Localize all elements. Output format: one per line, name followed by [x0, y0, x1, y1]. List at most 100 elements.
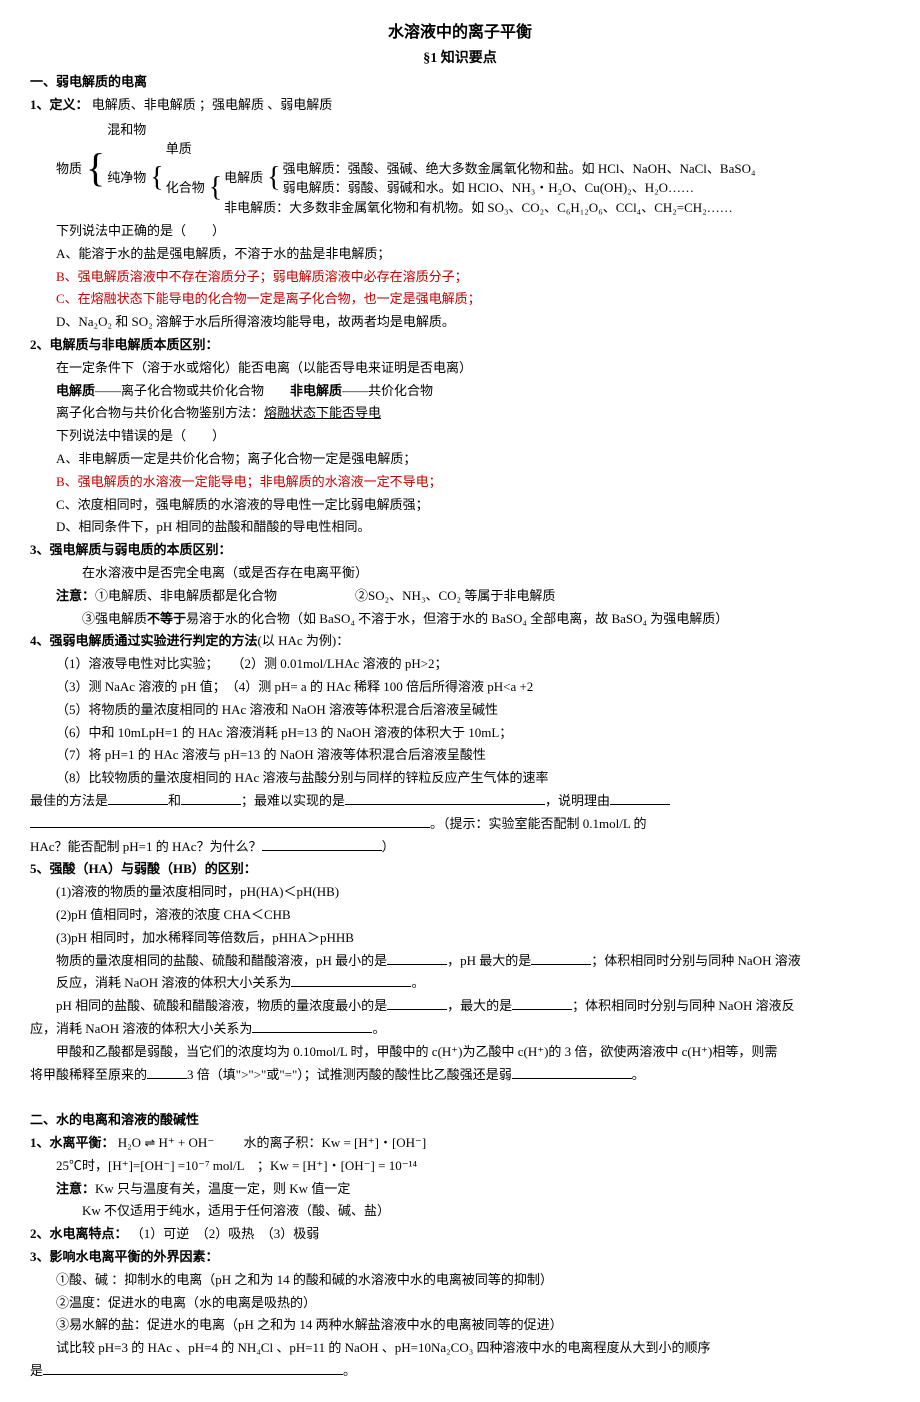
- s2-p3-2: ②温度：促进水的电离（水的电离是吸热的）: [30, 1293, 890, 1314]
- p4-3: （3）测 NaAc 溶液的 pH 值； （4）测 pH= a 的 HAc 稀释 …: [30, 677, 890, 698]
- p3-l2: 注意：①电解质、非电解质都是化合物 ②SO₂、NH₃、CO₂ 等属于非电解质: [30, 586, 890, 607]
- def-text: 电解质、非电解质 ；强电解质 、弱电解质: [92, 97, 333, 112]
- p5-3: (3)pH 相同时，加水稀释同等倍数后，pHHA＞pHHB: [30, 928, 890, 949]
- page-subtitle: §1 知识要点: [30, 48, 890, 70]
- p5-q2c: ；体积相同时分别与同种 NaOH 溶液反: [572, 998, 794, 1013]
- p5-1: (1)溶液的物质的量浓度相同时，pH(HA)＜pH(HB): [30, 882, 890, 903]
- s2-p3-3: ③易水解的盐：促进水的电离（pH 之和为 14 两种水解盐溶液中水的电离被同等的…: [30, 1315, 890, 1336]
- p5-q2: pH 相同的盐酸、硫酸和醋酸溶液，物质的量浓度最小的是，最大的是；体积相同时分别…: [30, 996, 890, 1017]
- tree-pure: 纯净物: [107, 139, 148, 217]
- p5-q2e: 。: [372, 1021, 385, 1036]
- q1-b: B、强电解质溶液中不存在溶质分子；弱电解质溶液中必存在溶质分子；: [30, 267, 890, 288]
- s2-p2-text: （1）可逆 （2）吸热 （3）极弱: [131, 1226, 320, 1241]
- p4-1: （1）溶液导电性对比实验； （2）测 0.01mol/LHAc 溶液的 pH>2…: [30, 654, 890, 675]
- p2-l3b: 熔融状态下能否导电: [264, 405, 381, 420]
- q1-c: C、在熔融状态下能导电的化合物一定是离子化合物，也一定是强电解质；: [30, 289, 890, 310]
- p5-2: (2)pH 值相同时，溶液的浓度 CHA＜CHB: [30, 905, 890, 926]
- blank[interactable]: [181, 791, 241, 805]
- p4-best3: ；最难以实现的是: [241, 793, 345, 808]
- tree-strong: 强电解质：强酸、强碱、绝大多数金属氧化物和盐。如 HCl、NaOH、NaCl、B…: [283, 159, 756, 179]
- brace-icon: {: [150, 139, 163, 217]
- p2-l3: 离子化合物与共价化合物鉴别方法：熔融状态下能否导电: [30, 403, 890, 424]
- blank[interactable]: [610, 791, 670, 805]
- blank[interactable]: [531, 951, 591, 965]
- p2-l2b: ——离子化合物或共价化合物: [95, 383, 290, 398]
- tree-mix: 混和物: [107, 120, 755, 140]
- s2-p3-1: ①酸、碱 ：抑制水的电离（pH 之和为 14 的酸和碱的水溶液中水的电离被同等的…: [30, 1270, 890, 1291]
- blank[interactable]: [30, 814, 430, 828]
- p4-best4: ，说明理由: [545, 793, 610, 808]
- s2-p2-label: 2、水电离特点：: [30, 1226, 128, 1241]
- q1-intro: 下列说法中正确的是（ ）: [30, 221, 890, 242]
- tree-root: 物质: [56, 120, 84, 218]
- p4-best1: 最佳的方法是: [30, 793, 108, 808]
- p2-label: 2、电解质与非电解质本质区别：: [30, 335, 890, 356]
- p4-best: 最佳的方法是和；最难以实现的是，说明理由: [30, 791, 890, 812]
- p3-label: 3、强电解质与弱电质的本质区别：: [30, 540, 890, 561]
- p3-l2b: ①电解质、非电解质都是化合物 ②SO₂、NH₃、CO₂ 等属于非电解质: [95, 588, 555, 603]
- q2-intro: 下列说法中错误的是（ ）: [30, 426, 890, 447]
- p5-q3b-text: 将甲酸稀释至原来的: [30, 1067, 147, 1082]
- p2-l3a: 离子化合物与共价化合物鉴别方法：: [56, 405, 264, 420]
- blank[interactable]: [345, 791, 545, 805]
- classification-tree: 物质 { 混和物 纯净物 { 单质 化合物 { 电解质 {: [56, 120, 890, 218]
- section-1-head: 一、弱电解质的电离: [30, 72, 890, 93]
- p4-best5: 。（提示：实验室能否配制 0.1mol/L 的: [430, 816, 647, 831]
- p5-q1: 物质的量浓度相同的盐酸、硫酸和醋酸溶液，pH 最小的是，pH 最大的是；体积相同…: [30, 951, 890, 972]
- blank[interactable]: [262, 837, 382, 851]
- s2-p3-qc: 。: [343, 1363, 356, 1378]
- s2-p1: 1、水离平衡： H₂O ⇌ H⁺ + OH⁻ 水的离子积：Kw = [H⁺]・[…: [30, 1133, 890, 1154]
- s2-p1-l3: 注意：Kw 只与温度有关，温度一定，则 Kw 值一定: [30, 1179, 890, 1200]
- blank[interactable]: [387, 951, 447, 965]
- p5-q2d: 应，消耗 NaOH 溶液的体积大小关系为 。: [30, 1019, 890, 1040]
- s2-p1-l2: 25℃时，[H⁺]=[OH⁻] =10⁻⁷ mol/L ；Kw = [H⁺]・[…: [30, 1156, 890, 1177]
- p4-7: （7）将 pH=1 的 HAc 溶液与 pH=13 的 NaOH 溶液等体积混合…: [30, 745, 890, 766]
- p2-l2a: 电解质: [56, 383, 95, 398]
- tree-compound: 化合物: [166, 159, 207, 218]
- s2-p3-qb-text: 是: [30, 1363, 43, 1378]
- tree-simple: 单质: [166, 139, 756, 159]
- p5-q3d: 。: [632, 1067, 645, 1082]
- s2-p1-l4: Kw 不仅适用于纯水，适用于任何溶液（酸、碱、盐）: [30, 1201, 890, 1222]
- blank[interactable]: [252, 1019, 372, 1033]
- section-2-head: 二、水的电离和溶液的酸碱性: [30, 1110, 890, 1131]
- p5-q1a: 物质的量浓度相同的盐酸、硫酸和醋酸溶液，pH 最小的是: [56, 953, 387, 968]
- p5-q3c: 3 倍（填">">"或"="）；试推测丙酸的酸性比乙酸强还是弱: [187, 1067, 512, 1082]
- s2-p1-label: 1、水离平衡：: [30, 1135, 115, 1150]
- q2-c: C、浓度相同时，强电解质的水溶液的导电性一定比弱电解质强；: [30, 495, 890, 516]
- blank[interactable]: [108, 791, 168, 805]
- def-label: 1、定义：: [30, 97, 89, 112]
- p5-q3a: 甲酸和乙酸都是弱酸，当它们的浓度均为 0.10mol/L 时，甲酸中的 c(H⁺…: [30, 1042, 890, 1063]
- p3-l1: 在水溶液中是否完全电离（或是否存在电离平衡）: [30, 563, 890, 584]
- blank[interactable]: [512, 996, 572, 1010]
- p3-l3a: ③强电解质: [82, 611, 147, 626]
- p4-5: （5）将物质的量浓度相同的 HAc 溶液和 NaOH 溶液等体积混合后溶液呈碱性: [30, 700, 890, 721]
- p5-q2d-text: 应，消耗 NaOH 溶液的体积大小关系为: [30, 1021, 252, 1036]
- page-title: 水溶液中的离子平衡: [30, 20, 890, 46]
- blank[interactable]: [512, 1065, 632, 1079]
- brace-icon: {: [86, 120, 105, 218]
- s2-p1-l3b: Kw 只与温度有关，温度一定，则 Kw 值一定: [95, 1181, 350, 1196]
- q2-d: D、相同条件下，pH 相同的盐酸和醋酸的导电性相同。: [30, 517, 890, 538]
- blank[interactable]: [147, 1065, 187, 1079]
- p3-l3c: 易溶于水的化合物（如 BaSO₄ 不溶于水，但溶于水的 BaSO₄ 全部电离，故…: [186, 611, 728, 626]
- q1-d: D、Na₂O₂ 和 SO₂ 溶解于水后所得溶液均能导电，故两者均是电解质。: [30, 312, 890, 333]
- p2-l2: 电解质——离子化合物或共价化合物 非电解质——共价化合物: [30, 381, 890, 402]
- s2-p1-kw: 水的离子积：Kw = [H⁺]・[OH⁻]: [217, 1135, 426, 1150]
- q2-a: A、非电解质一定是共价化合物；离子化合物一定是强电解质；: [30, 449, 890, 470]
- p4-foot: HAc？能否配制 pH=1 的 HAc？为什么？）: [30, 837, 890, 858]
- s2-p1-eq: H₂O ⇌ H⁺ + OH⁻: [118, 1135, 214, 1150]
- s2-p3-q: 试比较 pH=3 的 HAc 、pH=4 的 NH₄Cl 、pH=11 的 Na…: [30, 1338, 890, 1359]
- s2-p3-label: 3、影响水电离平衡的外界因素：: [30, 1247, 890, 1268]
- blank[interactable]: [387, 996, 447, 1010]
- blank[interactable]: [43, 1361, 343, 1375]
- tree-electrolyte: 电解质: [224, 159, 265, 198]
- tree-weak: 弱电解质：弱酸、弱碱和水。如 HClO、NH₃・H₂O、Cu(OH)₂、H₂O……: [283, 178, 756, 198]
- blank[interactable]: [291, 973, 411, 987]
- p4-label: 4、强弱电解质通过实验进行判定的方法: [30, 633, 258, 648]
- p2-l1: 在一定条件下（溶于水或熔化）能否电离（以能否导电来证明是否电离）: [30, 358, 890, 379]
- p3-l3b: 不等于: [147, 611, 186, 626]
- s2-p2: 2、水电离特点： （1）可逆 （2）吸热 （3）极弱: [30, 1224, 890, 1245]
- brace-icon: {: [267, 159, 280, 198]
- p4-6: （6）中和 10mLpH=1 的 HAc 溶液消耗 pH=13 的 NaOH 溶…: [30, 723, 890, 744]
